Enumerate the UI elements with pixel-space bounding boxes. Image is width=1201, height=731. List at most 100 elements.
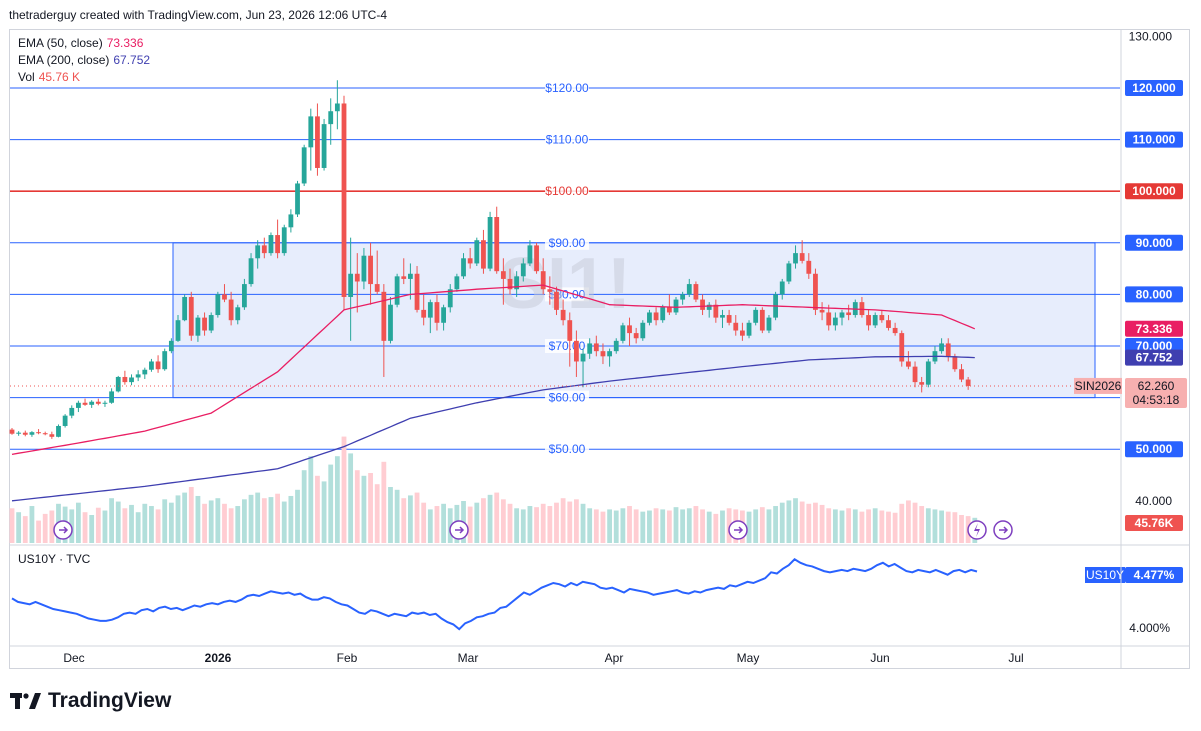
candle[interactable] [813,273,818,310]
candle[interactable] [660,307,666,321]
candle[interactable] [354,273,360,282]
candle[interactable] [846,312,852,316]
candle[interactable] [368,255,373,285]
range-box[interactable] [172,242,1096,399]
candle[interactable] [839,312,845,318]
candle[interactable] [115,376,121,392]
candle[interactable] [467,258,473,264]
tradingview-logo[interactable]: TradingView [10,689,171,713]
candle[interactable] [195,317,201,336]
us10y-line[interactable] [11,558,978,631]
legend-ema200[interactable]: EMA (200, close) 67.752 [18,53,150,67]
candle[interactable] [819,309,825,313]
candle[interactable] [461,258,466,277]
candle[interactable] [720,315,725,318]
candle[interactable] [308,116,314,148]
candle[interactable] [620,325,626,341]
candle[interactable] [381,291,387,341]
candle[interactable] [753,309,759,323]
legend-volume[interactable]: Vol 45.76 K [18,70,80,84]
candle[interactable] [202,317,207,331]
candle[interactable] [666,307,672,313]
candle[interactable] [693,284,699,300]
candle[interactable] [182,296,188,321]
candle[interactable] [627,325,632,334]
candle[interactable] [361,255,367,282]
candle[interactable] [799,253,805,261]
candle[interactable] [593,343,599,352]
candle[interactable] [859,302,865,316]
candle[interactable] [793,253,798,264]
candle[interactable] [155,361,161,370]
candle[interactable] [109,391,114,403]
candle[interactable] [534,245,539,272]
candle[interactable] [826,312,832,326]
candle[interactable] [481,240,486,269]
candle[interactable] [301,147,307,184]
candle[interactable] [36,432,41,434]
candle[interactable] [912,366,918,383]
candle[interactable] [248,258,254,285]
candle[interactable] [427,302,433,318]
candle[interactable] [886,320,891,328]
candle[interactable] [700,299,705,310]
candle[interactable] [168,340,174,352]
candle[interactable] [295,183,300,215]
candle[interactable] [414,273,420,310]
candle[interactable] [29,432,35,435]
candle[interactable] [952,356,958,370]
candle[interactable] [879,315,885,321]
candle[interactable] [633,333,639,339]
candle[interactable] [255,245,261,259]
candle[interactable] [281,227,287,254]
candle[interactable] [388,304,393,341]
candle[interactable] [779,281,785,295]
candle[interactable] [334,103,340,112]
candle[interactable] [746,322,752,336]
candle[interactable] [653,312,659,321]
candle[interactable] [401,276,407,279]
candle[interactable] [680,294,686,300]
candle[interactable] [560,309,566,321]
candle[interactable] [726,315,732,323]
candle[interactable] [69,407,75,416]
candle[interactable] [600,351,606,357]
candle[interactable] [580,353,586,362]
candle[interactable] [514,276,520,290]
candle[interactable] [965,379,971,386]
candle[interactable] [574,340,579,362]
candle[interactable] [76,402,81,408]
candle[interactable] [892,327,898,334]
candle[interactable] [222,294,227,300]
candle[interactable] [487,217,493,269]
candle[interactable] [500,271,506,279]
candle[interactable] [102,402,108,404]
event-arrow-icon[interactable] [53,520,73,540]
candle[interactable] [740,330,745,336]
candle[interactable] [554,291,559,310]
legend-ema50[interactable]: EMA (50, close) 73.336 [18,36,143,50]
candle[interactable] [441,307,446,323]
candle[interactable] [939,343,944,352]
candle[interactable] [527,245,533,264]
candle[interactable] [713,304,719,318]
candle[interactable] [806,260,812,274]
ema200-line[interactable] [11,355,975,502]
candle[interactable] [42,433,48,435]
event-arrow-icon[interactable] [993,520,1013,540]
candle[interactable] [447,289,453,308]
candle[interactable] [919,382,925,385]
candle[interactable] [275,235,280,254]
candle[interactable] [474,240,480,264]
candle[interactable] [945,343,951,357]
candle[interactable] [175,320,181,341]
candle[interactable] [520,263,526,277]
candle[interactable] [89,401,95,405]
candle[interactable] [925,361,931,385]
candle[interactable] [242,284,247,308]
candle[interactable] [341,103,347,297]
candle[interactable] [421,309,427,318]
candle[interactable] [673,299,679,313]
candle[interactable] [261,245,267,254]
candle[interactable] [129,377,134,383]
